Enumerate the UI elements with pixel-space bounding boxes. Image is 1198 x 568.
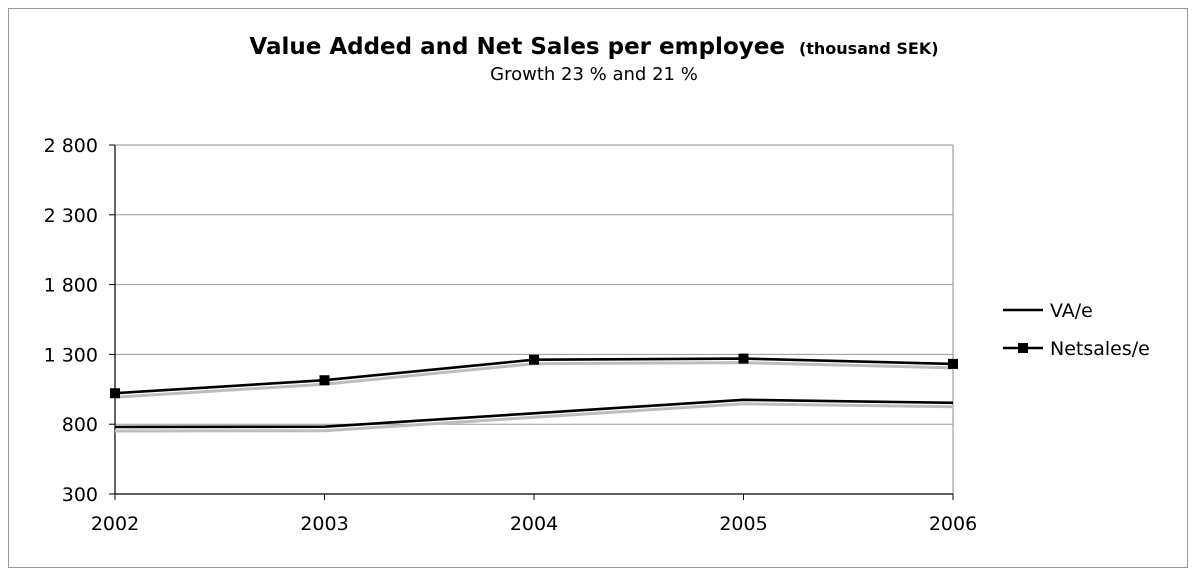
series-group [110, 353, 958, 433]
chart-title: Value Added and Net Sales per employee (… [249, 34, 938, 60]
y-tick-label: 1 300 [44, 344, 98, 366]
data-point [529, 354, 539, 365]
grid-lines [115, 144, 953, 425]
y-tick-label: 1 800 [44, 275, 98, 297]
data-point [319, 375, 330, 386]
y-tick-label: 800 [62, 414, 98, 436]
chart-subtitle: Growth 23 % and 21 % [490, 64, 698, 85]
x-tick-label: 2005 [719, 513, 767, 535]
x-tick-label: 2006 [929, 513, 977, 535]
data-point [110, 388, 120, 399]
axes [114, 144, 954, 495]
x-axis-ticks: 2002 2003 2004 2005 2006 [91, 494, 977, 535]
series-line-1 [114, 398, 954, 429]
chart-frame [8, 8, 1188, 568]
y-tick-label: 2 300 [44, 205, 98, 227]
x-tick-label: 2003 [300, 513, 348, 535]
data-point [738, 353, 749, 364]
series-shadow [114, 402, 954, 433]
chart-title-main: Value Added and Net Sales per employee [249, 34, 785, 60]
legend-marker [1018, 343, 1028, 353]
x-tick-label: 2004 [510, 513, 558, 535]
legend-label: Netsales/e [1050, 338, 1150, 360]
series-shadow [114, 361, 954, 399]
legend: VA/e Netsales/e [1003, 300, 1150, 360]
y-tick-label: 2 800 [44, 135, 98, 157]
chart-title-unit: (thousand SEK) [799, 39, 939, 58]
legend-label: VA/e [1050, 300, 1093, 322]
y-axis-ticks: 300 800 1 300 1 800 2 300 2 800 [44, 135, 115, 506]
y-tick-label: 300 [62, 484, 98, 506]
line-chart: Value Added and Net Sales per employee (… [44, 34, 1150, 535]
x-tick-label: 2002 [91, 513, 139, 535]
data-point [948, 358, 958, 369]
